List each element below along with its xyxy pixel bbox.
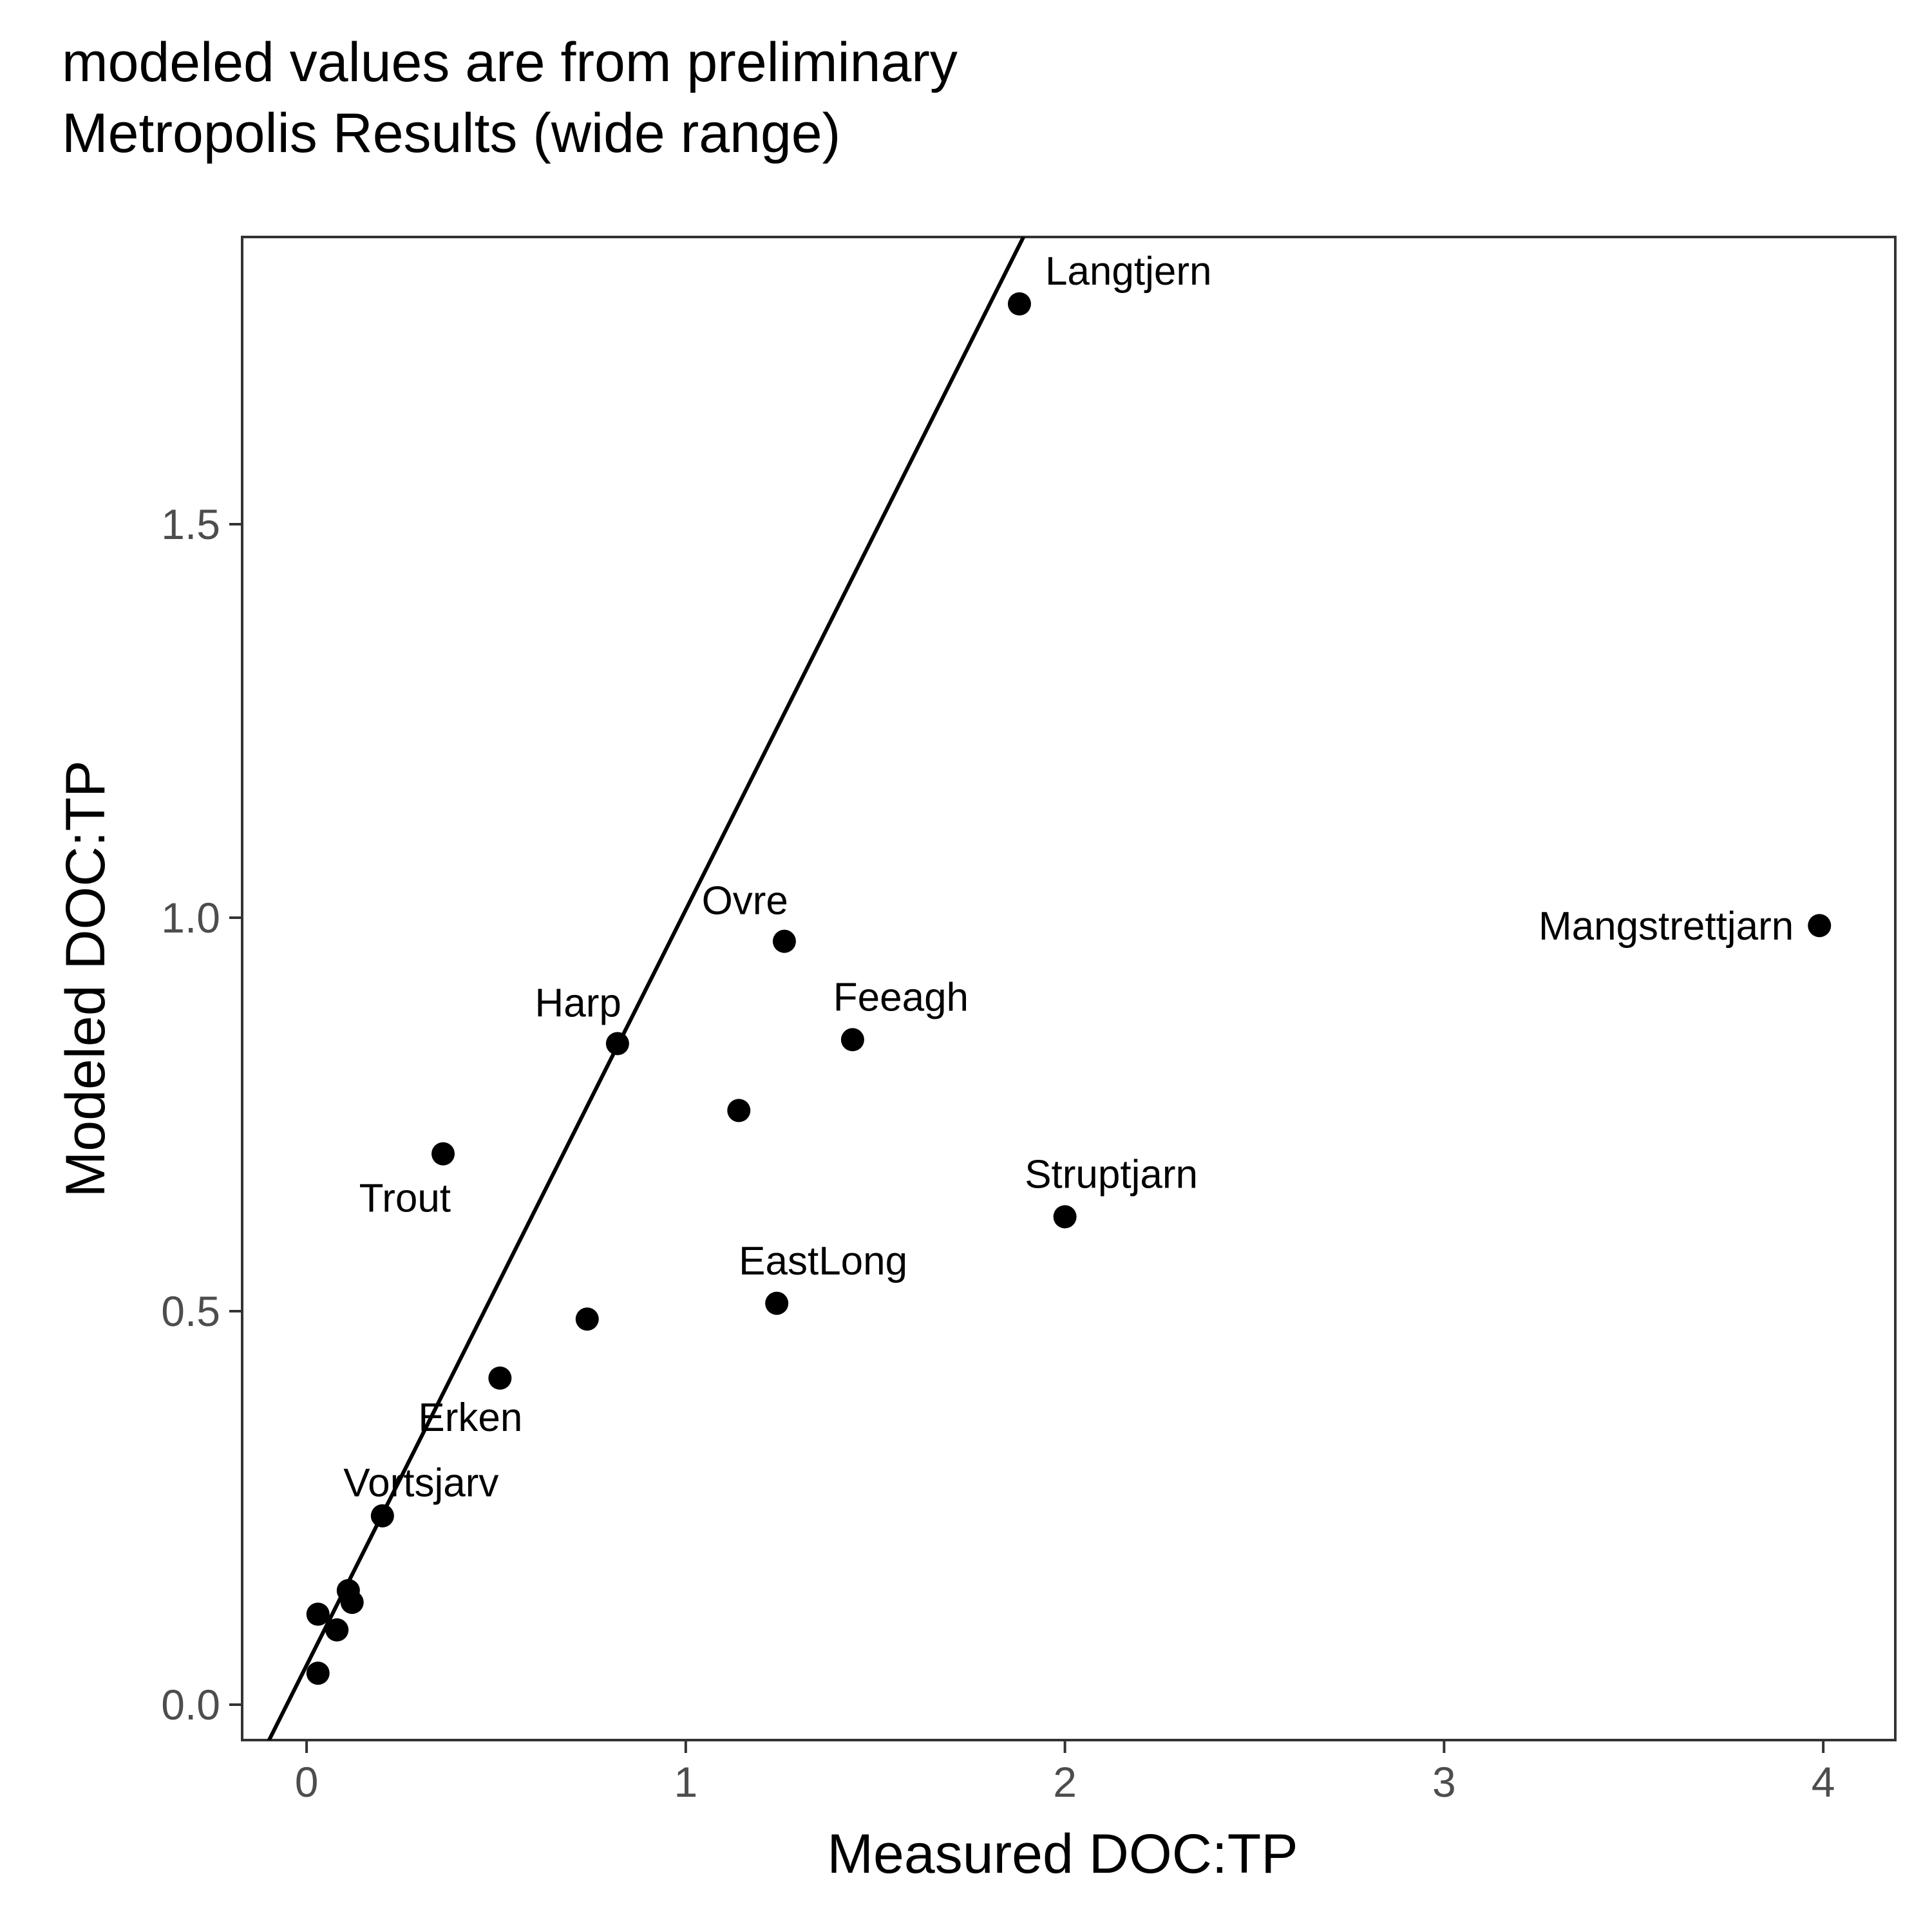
y-axis-title: Modeled DOC:TP	[55, 761, 117, 1198]
point-label: Ovre	[702, 879, 788, 923]
y-tick-label: 1.0	[161, 894, 220, 942]
point-label: Trout	[359, 1177, 451, 1221]
data-point	[306, 1662, 330, 1685]
data-point	[1053, 1205, 1077, 1229]
data-point	[340, 1591, 364, 1615]
plot-area: 0 1 2 3 4 0.0 0.5 1.0 1.5 Langtjern Mangstrettjarn…	[161, 236, 1897, 1806]
point-label: Harp	[535, 981, 621, 1026]
data-point	[840, 1028, 864, 1052]
chart-title-line-1: modeled values are from preliminary	[62, 32, 958, 93]
chart-title-line-2: Metropolis Results (wide range)	[62, 102, 840, 164]
data-point	[765, 1291, 789, 1315]
x-axis-title: Measured DOC:TP	[827, 1823, 1298, 1885]
reference-line	[267, 237, 1026, 1740]
point-label: Struptjarn	[1025, 1152, 1198, 1197]
point-label: Langtjern	[1045, 249, 1212, 294]
data-point	[605, 1032, 629, 1056]
data-point	[306, 1602, 330, 1626]
y-tick-label: 0.5	[161, 1287, 220, 1335]
x-tick-label: 1	[674, 1758, 697, 1806]
point-label: Erken	[418, 1396, 522, 1440]
x-tick-label: 2	[1053, 1758, 1077, 1806]
point-label: Feeagh	[833, 975, 969, 1019]
x-tick-label: 0	[295, 1758, 319, 1806]
data-point	[370, 1504, 394, 1528]
data-point	[325, 1618, 349, 1642]
data-point	[488, 1366, 512, 1390]
data-point	[727, 1099, 751, 1122]
data-point	[1808, 914, 1832, 938]
plot-panel-border	[241, 236, 1897, 1741]
point-label: Mangstrettjarn	[1539, 904, 1794, 949]
point-label: EastLong	[739, 1239, 907, 1283]
data-point	[575, 1307, 599, 1331]
x-tick-label: 3	[1432, 1758, 1456, 1806]
y-tick-label: 0.0	[161, 1681, 220, 1728]
data-point	[431, 1142, 455, 1166]
data-point	[1007, 292, 1031, 316]
data-point	[772, 929, 796, 953]
y-tick-label: 1.5	[161, 500, 220, 548]
point-label: Vortsjarv	[343, 1461, 498, 1506]
x-tick-label: 4	[1812, 1758, 1835, 1806]
